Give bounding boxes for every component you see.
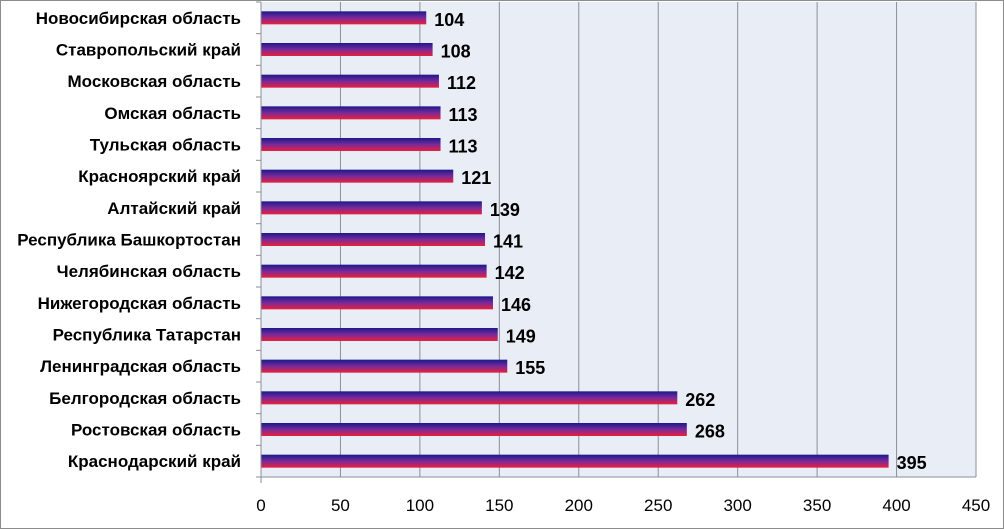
data-label: 146	[501, 295, 531, 315]
data-label: 262	[685, 390, 715, 410]
bar	[261, 296, 493, 310]
category-labels: Новосибирская область Ставропольский край…	[17, 9, 241, 471]
x-tick-label: 100	[406, 496, 434, 515]
data-label: 268	[695, 422, 725, 442]
category-label: Белгородская область	[49, 389, 241, 408]
x-tick-label: 350	[803, 496, 831, 515]
bars	[261, 11, 889, 468]
x-tick-label: 400	[882, 496, 910, 515]
bar	[261, 391, 678, 405]
data-label: 395	[897, 453, 927, 473]
category-label: Тульская область	[90, 136, 241, 155]
x-tick-label: 0	[256, 496, 265, 515]
x-axis-ticks: 0 50 100 150 200 250 300 350 400 450	[256, 496, 990, 515]
x-tick-label: 450	[962, 496, 990, 515]
data-label: 142	[495, 263, 525, 283]
bar	[261, 74, 439, 88]
category-label: Ленинградская область	[40, 357, 241, 376]
bar	[261, 201, 482, 215]
category-label: Республика Башкортостан	[17, 231, 241, 250]
category-label: Нижегородская область	[38, 294, 241, 313]
bar	[261, 11, 427, 25]
bar	[261, 233, 486, 246]
bar	[261, 138, 441, 151]
data-label: 155	[515, 358, 545, 378]
category-label: Республика Татарстан	[53, 326, 241, 345]
data-label: 104	[434, 10, 464, 30]
bar	[261, 106, 441, 120]
category-label: Омская область	[104, 104, 241, 123]
bar	[261, 43, 433, 56]
bar	[261, 264, 487, 278]
x-tick-label: 50	[331, 496, 350, 515]
category-label: Челябинская область	[57, 262, 241, 281]
data-labels: 104 108 112 113 113 121 139 141 142 146 149 155 262 2…	[434, 10, 926, 473]
category-label: Ставропольский край	[56, 41, 241, 60]
bar	[261, 328, 498, 341]
category-label: Ростовская область	[71, 421, 241, 440]
data-label: 149	[506, 327, 536, 347]
data-label: 113	[449, 137, 478, 157]
data-label: 141	[493, 232, 523, 252]
x-tick-label: 300	[723, 496, 751, 515]
data-label: 139	[490, 200, 520, 220]
data-label: 112	[447, 73, 476, 93]
x-tick-label: 150	[485, 496, 513, 515]
category-label: Алтайский край	[107, 199, 241, 218]
category-label: Краснодарский край	[68, 452, 241, 471]
bar	[261, 359, 508, 373]
data-label: 121	[461, 168, 491, 188]
bar	[261, 169, 454, 183]
x-tick-label: 250	[644, 496, 672, 515]
data-label: 113	[449, 105, 478, 125]
category-label: Московская область	[68, 72, 241, 91]
category-label: Новосибирская область	[36, 9, 241, 28]
x-tick-label: 200	[565, 496, 593, 515]
bar	[261, 454, 889, 468]
category-label: Красноярский край	[78, 167, 241, 186]
data-label: 108	[441, 42, 471, 62]
bar	[261, 423, 687, 436]
